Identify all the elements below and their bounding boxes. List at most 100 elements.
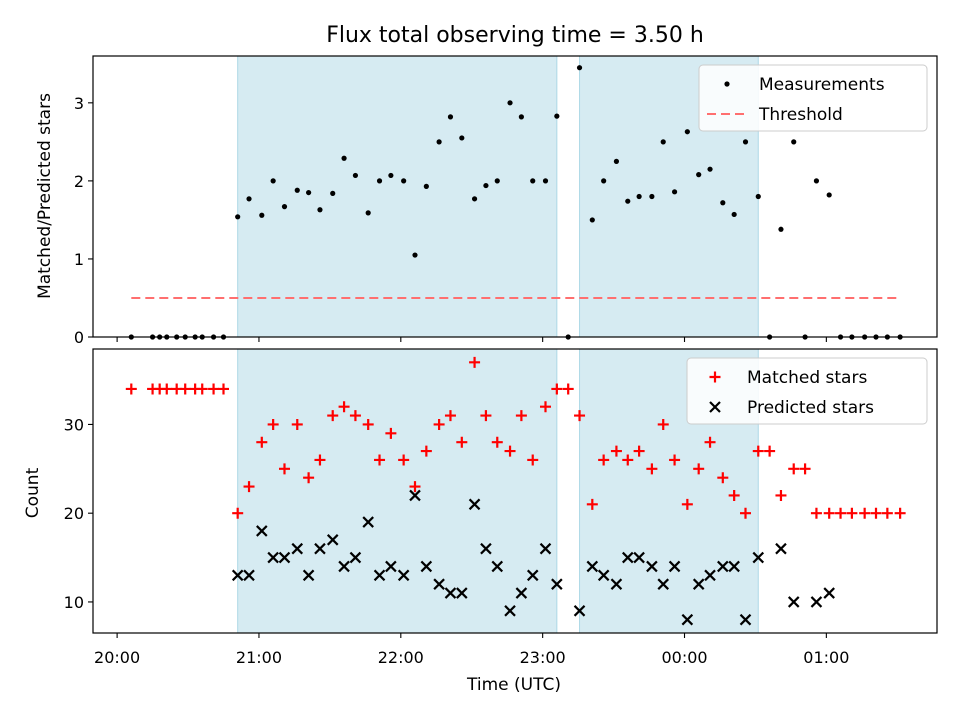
predicted-star-point — [349, 551, 362, 564]
top-y-tick-label: 3 — [74, 94, 84, 113]
matched-star-point — [775, 489, 787, 501]
predicted-star-point — [278, 551, 291, 564]
matched-star-point — [562, 383, 574, 395]
matched-star-point — [362, 418, 374, 430]
predicted-star-point — [314, 542, 326, 555]
measurement-point — [341, 155, 347, 161]
measurement-point — [483, 182, 489, 189]
predicted-star-point — [409, 489, 421, 502]
bottom-shaded-interval-1 — [237, 348, 558, 634]
top-axes-frame — [92, 55, 938, 338]
x-tick-label: 01:00 — [803, 648, 849, 667]
measurement-point — [259, 212, 265, 218]
measurement-point — [330, 190, 336, 196]
predicted-star-point — [787, 596, 800, 608]
measurement-point — [447, 114, 454, 120]
predicted-star-point — [326, 534, 339, 546]
measurement-point — [235, 214, 241, 220]
matched-star-point — [444, 410, 456, 422]
measurement-point — [494, 178, 500, 184]
measurement-point — [731, 211, 737, 218]
predicted-star-point — [420, 560, 433, 573]
measurement-point — [649, 193, 655, 200]
matched-star-point — [799, 463, 811, 475]
x-tick-label: 20:00 — [94, 648, 140, 667]
matched-star-point — [161, 383, 173, 395]
predicted-star-point — [526, 569, 539, 582]
predicted-star-point — [444, 587, 457, 599]
matched-star-point — [420, 445, 432, 457]
top-panel: 0 1 2 3 Measurements Threshold — [74, 55, 938, 347]
predicted-star-point — [692, 578, 705, 590]
predicted-star-point — [267, 551, 279, 564]
matched-star-point — [480, 410, 492, 422]
matched-star-point — [669, 454, 681, 466]
predicted-star-point — [586, 560, 599, 573]
predicted-star-point — [668, 560, 681, 573]
predicted-star-point — [456, 587, 468, 599]
measurement-point — [613, 158, 620, 164]
legend-label: Threshold — [758, 105, 843, 125]
measurement-point — [826, 192, 832, 198]
matched-star-point — [398, 454, 410, 466]
matched-star-point — [574, 410, 586, 422]
measurement-point — [755, 193, 761, 200]
predicted-star-point — [573, 605, 586, 617]
measurement-point — [542, 178, 549, 184]
measurement-point — [281, 204, 288, 210]
top-y-tick-label: 1 — [74, 250, 84, 269]
matched-star-point — [681, 498, 693, 510]
predicted-star-point — [480, 542, 492, 555]
matched-star-point — [859, 507, 871, 519]
measurement-point — [294, 187, 300, 193]
predicted-star-point — [231, 569, 244, 582]
matched-star-point — [327, 410, 339, 422]
chart-title: Flux total observing time = 3.50 h — [326, 23, 704, 48]
matched-star-point — [218, 383, 230, 395]
matched-star-point — [278, 463, 290, 475]
legend-marker-predicted — [709, 401, 721, 413]
bottom-y-tick-label: 30 — [64, 415, 84, 434]
measurement-point — [365, 210, 371, 216]
x-tick-label: 22:00 — [378, 648, 424, 667]
predicted-star-point — [728, 560, 740, 573]
predicted-star-point — [823, 587, 835, 599]
matched-star-point — [456, 436, 468, 448]
measurement-point — [388, 172, 394, 179]
bottom-legend: Matched stars Predicted stars — [686, 357, 928, 425]
matched-star-point — [515, 410, 527, 422]
x-tick-label: 00:00 — [661, 648, 707, 667]
measurement-point — [507, 100, 513, 106]
predicted-star-point — [610, 578, 623, 590]
predicted-star-point — [646, 560, 658, 573]
top-legend: Measurements Threshold — [698, 64, 928, 132]
matched-star-point — [314, 454, 326, 466]
predicted-star-point — [739, 613, 752, 626]
matched-star-point — [539, 401, 551, 413]
top-y-axis-label: Matched/Predicted stars — [35, 93, 55, 299]
bottom-axes-frame — [92, 348, 938, 634]
predicted-star-point — [338, 560, 350, 573]
legend-label: Measurements — [759, 75, 885, 95]
matched-star-point — [256, 436, 268, 448]
matched-star-point — [598, 454, 610, 466]
matched-star-point — [374, 454, 386, 466]
predicted-star-point — [373, 569, 386, 582]
matched-star-point — [823, 507, 835, 519]
bottom-y-tick-label: 20 — [64, 504, 84, 523]
matched-star-point — [740, 507, 752, 519]
predicted-star-point — [551, 578, 563, 590]
matched-star-point — [303, 472, 315, 484]
top-y-tick-label: 2 — [74, 172, 84, 191]
matched-star-point — [291, 418, 303, 430]
x-axis-label: Time (UTC) — [466, 675, 561, 695]
matched-star-point — [385, 427, 397, 439]
predicted-star-point — [243, 569, 255, 582]
matched-star-point — [267, 418, 279, 430]
measurement-point — [660, 139, 666, 145]
predicted-star-point — [681, 613, 694, 626]
measurement-point — [459, 135, 465, 141]
matched-star-point — [633, 445, 645, 457]
matched-star-point — [551, 383, 563, 395]
